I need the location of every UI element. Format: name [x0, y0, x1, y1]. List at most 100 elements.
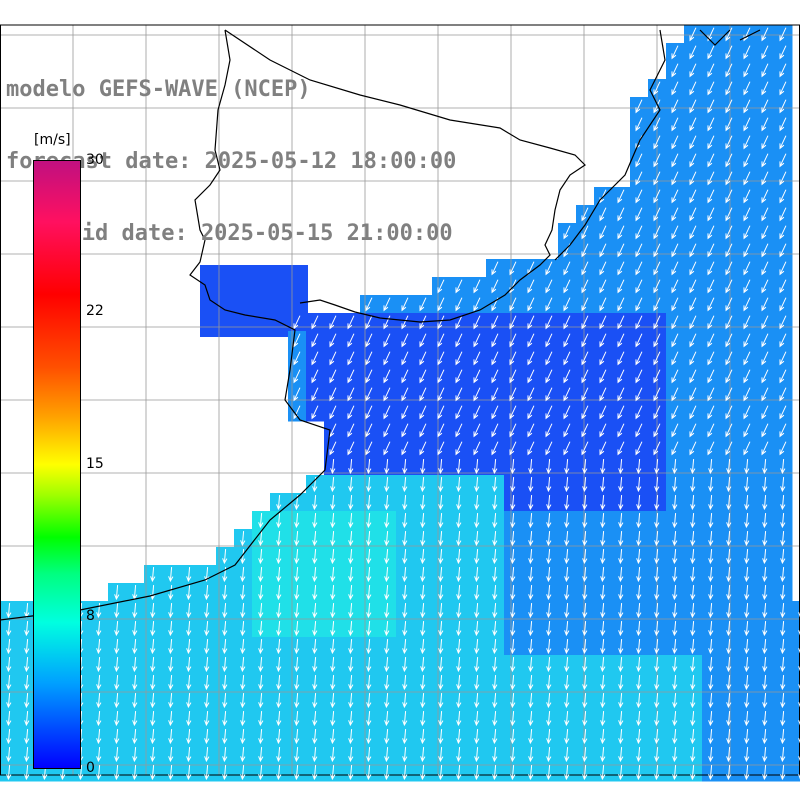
wind-arrow [671, 81, 679, 96]
wind-arrow [240, 710, 246, 727]
wind-arrow [438, 494, 444, 511]
wind-arrow [330, 674, 336, 691]
wind-arrow [618, 530, 624, 547]
wind-arrow [636, 494, 642, 511]
wind-arrow [402, 674, 408, 691]
wind-arrow [437, 351, 445, 366]
field-cell [254, 283, 272, 301]
wind-arrow [600, 746, 606, 763]
colorbar [33, 160, 81, 769]
wind-arrow [761, 189, 769, 204]
wind-arrow [222, 764, 228, 781]
colorbar-tick-30: 30 [86, 152, 104, 168]
wind-arrow [708, 728, 714, 745]
wind-arrow [672, 692, 678, 709]
wind-arrow [654, 692, 660, 709]
wind-arrow [311, 315, 319, 330]
wind-arrow [276, 710, 282, 727]
wind-arrow [383, 351, 391, 366]
wind-arrow [617, 333, 625, 348]
wind-arrow [456, 764, 462, 781]
field-cell [236, 301, 254, 319]
wind-arrow [546, 512, 552, 529]
wind-arrow [672, 512, 678, 529]
wind-arrow [366, 458, 372, 475]
wind-arrow [168, 638, 174, 655]
wind-arrow [366, 620, 372, 637]
wind-arrow [708, 674, 714, 691]
wind-arrow [402, 530, 408, 547]
wind-arrow [474, 602, 480, 619]
wind-arrow [492, 530, 498, 547]
wind-arrow [689, 81, 697, 96]
wind-arrow [618, 494, 624, 511]
wind-arrow [707, 297, 715, 312]
wind-arrow [672, 530, 678, 547]
wind-arrow [672, 602, 678, 619]
wind-arrow [689, 279, 697, 294]
wind-arrow [743, 387, 751, 402]
wind-arrow [401, 351, 409, 366]
wind-arrow [6, 764, 12, 781]
wind-arrow [240, 656, 246, 673]
wind-arrow [492, 566, 498, 583]
wind-arrow [509, 315, 517, 330]
wind-arrow [599, 189, 607, 204]
wind-arrow [527, 405, 535, 420]
wind-arrow [456, 674, 462, 691]
wind-arrow [654, 656, 660, 673]
wind-arrow [492, 674, 498, 691]
wind-arrow [168, 584, 174, 601]
wind-arrow [455, 369, 463, 384]
wind-arrow [725, 189, 733, 204]
wind-arrow [528, 710, 534, 727]
wind-arrow [707, 261, 715, 276]
wind-arrow [528, 656, 534, 673]
wind-arrow [455, 423, 463, 438]
wind-arrow [725, 297, 733, 312]
wind-arrow [762, 746, 768, 763]
wind-arrow [545, 261, 553, 276]
wind-arrow [6, 692, 12, 709]
wind-arrow [150, 674, 156, 691]
wind-arrow [635, 279, 643, 294]
wind-arrow [653, 387, 661, 402]
wind-arrow [798, 756, 800, 762]
wind-arrow [24, 656, 30, 673]
wind-arrow [672, 656, 678, 673]
wind-arrow [708, 602, 714, 619]
wind-arrow [473, 351, 481, 366]
wind-arrow [492, 746, 498, 763]
wind-arrow [798, 702, 800, 708]
wind-arrow [779, 45, 787, 60]
wind-arrow [132, 710, 138, 727]
wind-arrow [240, 548, 246, 565]
wind-arrow [456, 548, 462, 565]
wind-arrow [330, 566, 336, 583]
wind-arrow [420, 764, 426, 781]
wind-arrow [312, 512, 318, 529]
wind-arrow [671, 117, 679, 132]
wind-arrow [329, 351, 337, 366]
wind-arrow [690, 656, 696, 673]
wind-arrow [24, 638, 30, 655]
wind-arrow [510, 674, 516, 691]
wind-arrow [798, 684, 800, 690]
title-model: modelo GEFS-WAVE (NCEP) [6, 77, 311, 102]
wind-arrow [708, 620, 714, 637]
wind-arrow [276, 566, 282, 583]
wind-arrow [186, 566, 192, 583]
wind-arrow [204, 620, 210, 637]
wind-arrow [564, 638, 570, 655]
wind-arrow [689, 117, 697, 132]
wind-arrow [689, 333, 697, 348]
wind-arrow [798, 738, 800, 744]
wind-arrow [402, 458, 408, 475]
wind-arrow [474, 512, 480, 529]
wind-arrow [384, 530, 390, 547]
wind-arrow [347, 405, 355, 420]
wind-arrow [762, 530, 768, 547]
wind-arrow [276, 584, 282, 601]
wind-arrow [599, 315, 607, 330]
wind-arrow [582, 602, 588, 619]
